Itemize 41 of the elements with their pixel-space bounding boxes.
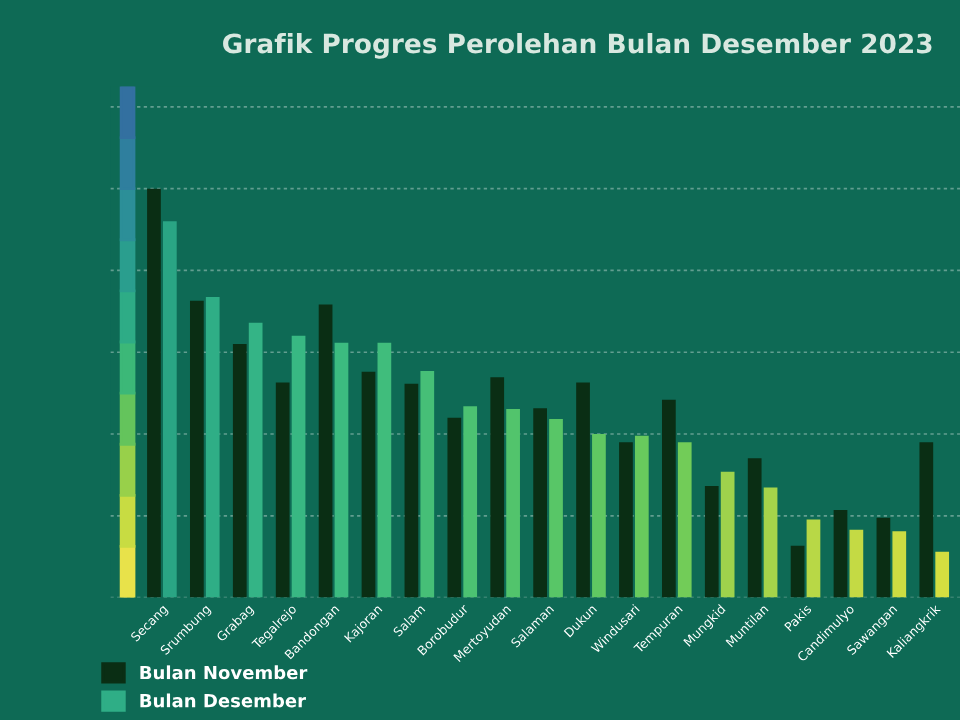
bar xyxy=(147,188,161,598)
bar xyxy=(463,406,478,598)
bar xyxy=(533,408,547,598)
bar xyxy=(919,442,934,598)
bar xyxy=(592,434,606,598)
bar xyxy=(876,517,891,598)
bar xyxy=(361,371,376,598)
bar xyxy=(677,442,692,598)
bar xyxy=(704,485,719,598)
bar xyxy=(490,377,505,598)
bar xyxy=(833,510,848,598)
legend-label: Bulan Desember xyxy=(140,693,306,708)
bar xyxy=(806,519,821,598)
bar xyxy=(720,471,735,598)
bar xyxy=(205,297,220,598)
bar xyxy=(849,529,864,598)
bar xyxy=(447,417,462,598)
bar xyxy=(549,418,563,598)
bar xyxy=(248,322,263,598)
bar xyxy=(506,409,520,598)
legend-label: Bulan November xyxy=(140,665,308,680)
bar xyxy=(377,342,392,598)
bar xyxy=(318,304,333,598)
bar xyxy=(576,382,590,598)
bar xyxy=(619,442,633,598)
bar xyxy=(190,300,204,598)
bar xyxy=(291,335,306,598)
chart-title: Grafik Progres Perolehan Bulan Desember 2023 xyxy=(223,33,932,59)
bar xyxy=(662,399,676,598)
bar xyxy=(275,382,290,598)
bar xyxy=(634,435,649,598)
bar xyxy=(162,221,177,598)
bar xyxy=(763,487,778,598)
bar xyxy=(334,342,349,598)
bar xyxy=(404,383,419,598)
bar xyxy=(747,458,762,598)
bar xyxy=(790,545,805,598)
bar xyxy=(232,344,247,598)
bar xyxy=(935,551,950,598)
bar xyxy=(420,371,435,598)
bar xyxy=(892,531,907,598)
